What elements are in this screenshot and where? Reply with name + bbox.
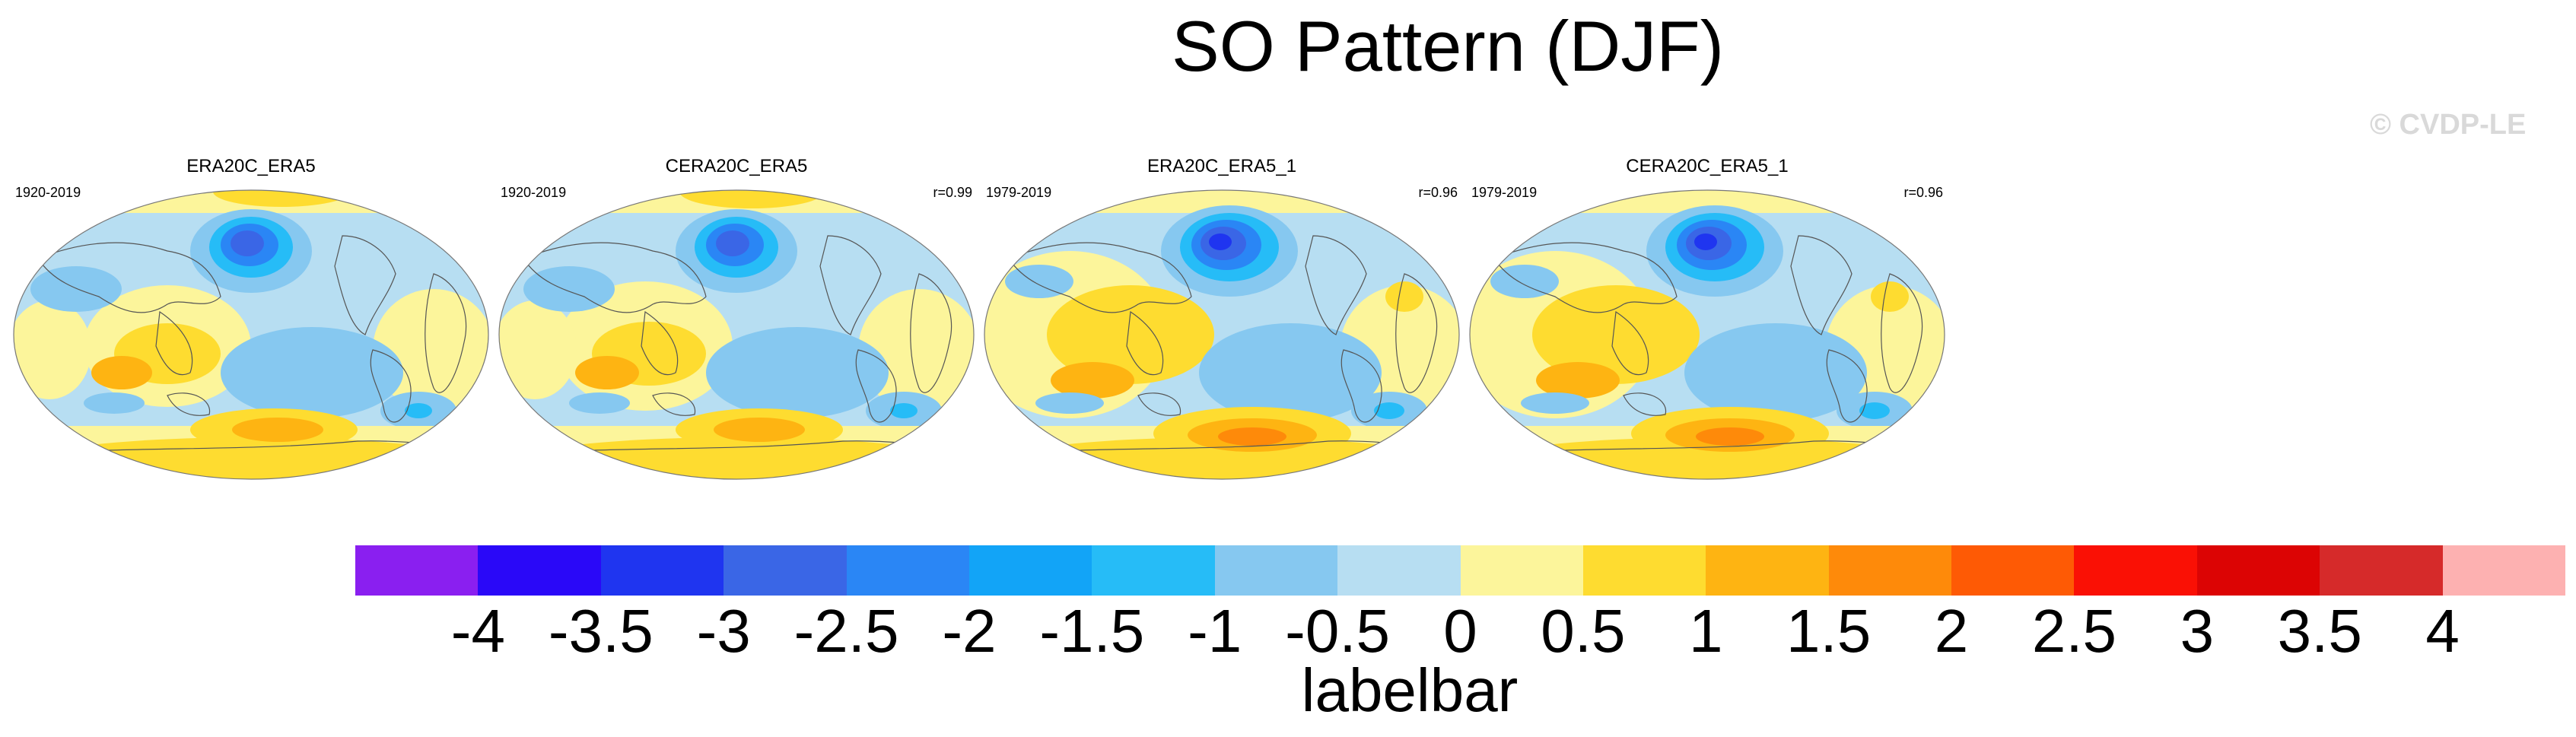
panel-title: ERA20C_ERA5_1 xyxy=(1146,156,1297,176)
map-panel-1: ERA20C_ERA5 1920-2019 xyxy=(8,156,495,483)
colorbar-tick-label: -2.5 xyxy=(793,597,899,665)
colorbar-tick-label: 2.5 xyxy=(2031,597,2117,665)
colorbar-tick-label: -2 xyxy=(942,597,997,665)
colorbar-tick-label: 1 xyxy=(1689,597,1723,665)
colorbar-tick-label: -0.5 xyxy=(1285,597,1391,665)
colorbar-tick-label: 0.5 xyxy=(1541,597,1626,665)
colorbar-swatch xyxy=(1951,545,2075,596)
world-map-contour xyxy=(984,189,1460,480)
colorbar-swatch xyxy=(2074,545,2197,596)
world-map-contour xyxy=(498,189,975,480)
colorbar-tick-label: 1.5 xyxy=(1786,597,1872,665)
map-panel-3: ERA20C_ERA5_1 1979-2019 r=0.96 xyxy=(978,156,1465,483)
colorbar-swatch xyxy=(355,545,479,596)
map-panel-2: CERA20C_ERA5 1920-2019 r=0.99 xyxy=(493,156,980,483)
colorbar-tick-label: 2 xyxy=(1934,597,1969,665)
colorbar-tick-label: 3 xyxy=(2180,597,2215,665)
colorbar-swatch xyxy=(846,545,969,596)
colorbar-tick-label: -3.5 xyxy=(548,597,654,665)
colorbar-tick-label: -4 xyxy=(450,597,505,665)
figure-title: SO Pattern (DJF) xyxy=(1172,6,1725,86)
colorbar-swatch xyxy=(1460,545,1583,596)
colorbar-swatch xyxy=(2320,545,2443,596)
colorbar-swatch xyxy=(2196,545,2320,596)
panel-period: 1979-2019 xyxy=(1471,185,1538,200)
colorbar-swatch xyxy=(1582,545,1706,596)
map-panel-4: CERA20C_ERA5_1 1979-2019 r=0.96 xyxy=(1464,156,1951,483)
colorbar-tick-label: -1 xyxy=(1188,597,1242,665)
colorbar-ticks: -4 -3.5 -3 -2.5 -2 -1.5 -1 -0.5 0 0.5 1 1.5 2 2.5 3 3.5… xyxy=(355,601,2565,662)
colorbar-swatch xyxy=(1337,545,1461,596)
colorbar-tick-label: 0 xyxy=(1443,597,1477,665)
panel-period: 1920-2019 xyxy=(15,185,81,200)
colorbar-swatch xyxy=(600,545,724,596)
world-map-contour xyxy=(13,189,489,480)
colorbar-swatch xyxy=(724,545,847,596)
colorbar-swatch xyxy=(2442,545,2566,596)
panel-correlation: r=0.96 xyxy=(1418,185,1458,200)
colorbar-tick-label: -3 xyxy=(696,597,751,665)
colorbar-swatch xyxy=(1092,545,1215,596)
panel-period: 1979-2019 xyxy=(986,185,1052,200)
colorbar-swatch xyxy=(968,545,1092,596)
colorbar-swatch xyxy=(478,545,601,596)
colorbar-swatch xyxy=(1214,545,1338,596)
colorbar-tick-label: -1.5 xyxy=(1039,597,1145,665)
colorbar-tick-label: 3.5 xyxy=(2277,597,2362,665)
panel-correlation: r=0.99 xyxy=(933,185,972,200)
panel-period: 1920-2019 xyxy=(501,185,567,200)
colorbar xyxy=(355,545,2566,596)
watermark: © CVDP-LE xyxy=(2370,109,2527,141)
colorbar-tick-label: 4 xyxy=(2425,597,2460,665)
panel-title: CERA20C_ERA5_1 xyxy=(1626,156,1789,176)
panel-title: CERA20C_ERA5 xyxy=(665,156,808,176)
colorbar-label: labelbar xyxy=(1301,656,1519,724)
world-map-contour xyxy=(1469,189,1945,480)
panel-title: ERA20C_ERA5 xyxy=(186,156,316,176)
colorbar-swatch xyxy=(1828,545,1952,596)
colorbar-swatch xyxy=(1706,545,1829,596)
panel-correlation: r=0.96 xyxy=(1903,185,1943,200)
